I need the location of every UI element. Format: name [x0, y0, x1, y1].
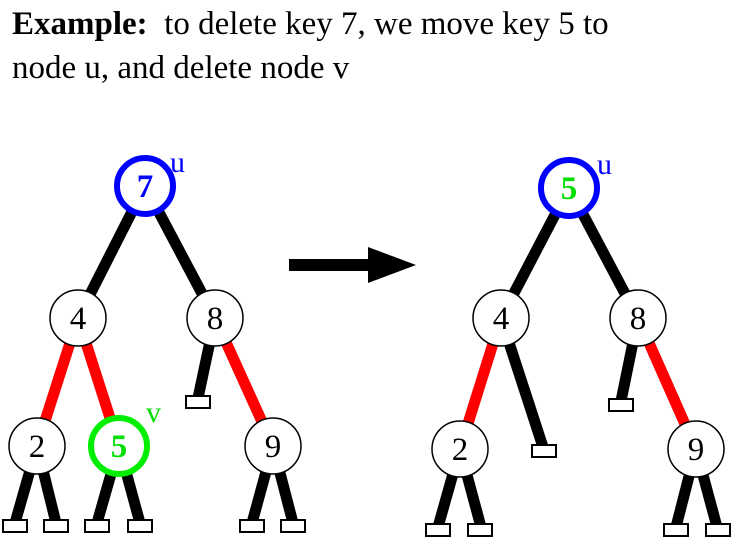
node-5-v: 5 v: [88, 396, 161, 477]
node-key: 8: [207, 301, 224, 337]
node-key: 4: [493, 301, 510, 337]
node-key: 9: [265, 429, 282, 465]
leaf-box: [185, 395, 211, 409]
node-tag-v: v: [146, 396, 161, 429]
leaf-box: [280, 519, 306, 533]
caption-line-2: node u, and delete node v: [12, 50, 350, 86]
caption-line1-text: to delete key 7, we move key 5 to: [164, 6, 609, 42]
node-9: 9: [667, 420, 725, 478]
node-root-u: 7 u: [114, 146, 185, 217]
leaf-box: [705, 523, 731, 537]
left-tree: 7 u 4 8 2 5 v 9: [2, 146, 306, 533]
leaf-box: [127, 519, 153, 533]
caption-line-1: Example: to delete key 7, we move key 5 …: [12, 2, 732, 46]
node-key: 2: [452, 432, 469, 468]
leaf-box: [84, 519, 110, 533]
leaf-box: [531, 444, 557, 458]
node-key: 2: [29, 429, 46, 465]
node-2: 2: [431, 420, 489, 478]
node-4: 4: [49, 289, 107, 347]
leaf-box: [663, 523, 689, 537]
node-key: 7: [137, 169, 154, 205]
node-9: 9: [244, 417, 302, 475]
node-4: 4: [472, 289, 530, 347]
node-key: 5: [111, 429, 128, 465]
leaf-box: [43, 519, 69, 533]
leaf-box: [467, 523, 493, 537]
node-key: 9: [688, 432, 705, 468]
node-key: 4: [70, 301, 87, 337]
leaf-box: [239, 519, 265, 533]
node-tag-u: u: [170, 146, 185, 179]
transform-arrow: [289, 247, 416, 283]
leaf-box: [425, 523, 451, 537]
node-key: 5: [561, 171, 578, 207]
node-key: 8: [630, 301, 647, 337]
node-8: 8: [186, 289, 244, 347]
node-8: 8: [609, 289, 667, 347]
leaf-box: [608, 398, 634, 412]
node-2: 2: [8, 417, 66, 475]
leaf-box: [2, 519, 28, 533]
right-tree: 5 u 4 8 2 9: [425, 148, 731, 537]
node-root-u: 5 u: [538, 148, 612, 219]
node-tag-u: u: [597, 148, 612, 181]
caption: Example: to delete key 7, we move key 5 …: [12, 2, 732, 90]
caption-lead: Example:: [12, 6, 148, 42]
